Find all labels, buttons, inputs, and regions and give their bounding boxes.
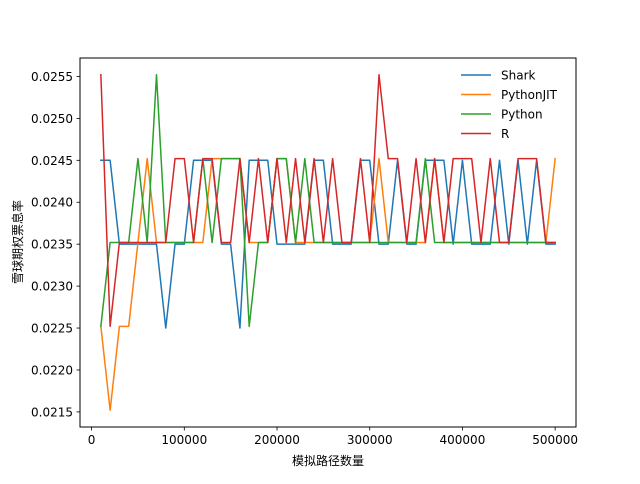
y-tick-label: 0.0245	[31, 154, 73, 168]
legend-label-shark: Shark	[501, 69, 536, 83]
x-tick-label: 500000	[532, 433, 578, 447]
y-tick-label: 0.0220	[31, 363, 73, 377]
y-tick-label: 0.0230	[31, 280, 73, 294]
y-tick-label: 0.0250	[31, 112, 73, 126]
legend-label-pythonjit: PythonJIT	[501, 88, 558, 102]
x-axis-title: 模拟路径数量	[292, 453, 364, 468]
legend-label-r: R	[501, 127, 509, 141]
plot-area-frame	[79, 57, 577, 428]
y-tick-label: 0.0255	[31, 70, 73, 84]
series-line-r	[100, 73, 556, 328]
y-tick-label: 0.0215	[31, 405, 73, 419]
x-tick-label: 0	[88, 433, 96, 447]
y-tick-label: 0.0240	[31, 196, 73, 210]
series-line-python	[100, 74, 556, 328]
y-tick-label: 0.0235	[31, 238, 73, 252]
series-layer	[100, 73, 556, 411]
y-axis: 0.0215 0.0220 0.0225 0.0230 0.0235 0.0240 0.02…	[31, 70, 80, 419]
x-axis: 0 100000 200000 300000 400000 500000	[88, 427, 578, 447]
legend-label-python: Python	[501, 108, 543, 122]
x-tick-label: 400000	[440, 433, 486, 447]
x-tick-label: 100000	[161, 433, 207, 447]
y-axis-title: 雪球期权票息率	[10, 200, 25, 284]
y-tick-label: 0.0225	[31, 322, 73, 336]
legend: Shark PythonJIT Python R	[461, 69, 558, 141]
x-tick-label: 300000	[347, 433, 393, 447]
x-tick-label: 200000	[254, 433, 300, 447]
